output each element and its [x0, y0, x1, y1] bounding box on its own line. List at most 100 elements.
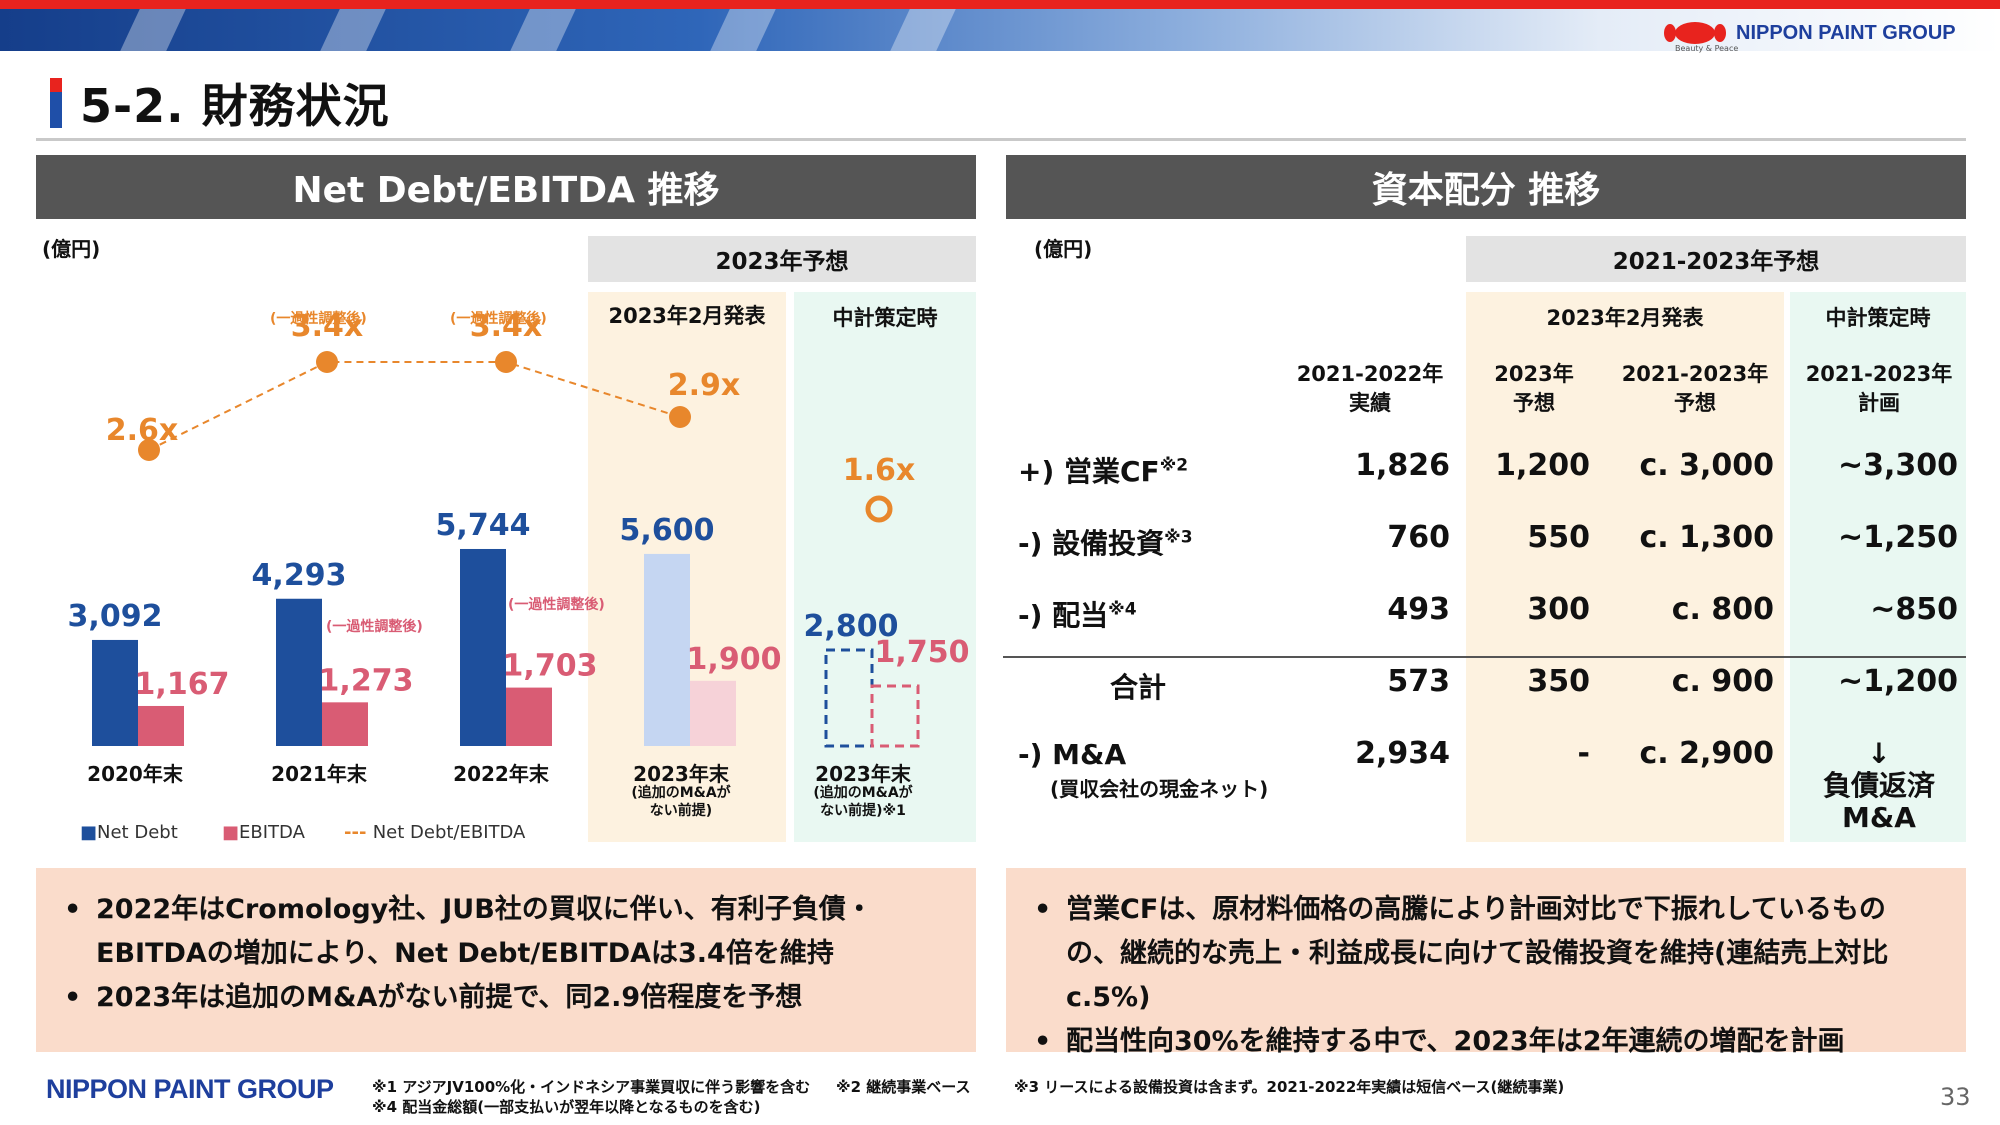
cat-label-2021: 2021年末: [271, 762, 367, 786]
left-forecast-header: 2023年予想: [588, 236, 976, 282]
row-label-dividend: -) 配当※4: [1018, 599, 1137, 632]
right-bullet-2: 配当性向30%を維持する中で、2023年は2年連続の増配を計画: [1034, 1020, 1938, 1064]
ratio-label: 3.4x: [291, 309, 364, 344]
ratio-marker: [495, 351, 517, 373]
cat-label-2023-feb: 2023年末: [633, 762, 729, 786]
ratio-marker: [865, 495, 893, 523]
net-debt-label: 3,092: [68, 599, 163, 634]
ratio-label: 3.4x: [470, 309, 543, 344]
left-bullets: 2022年はCromology社、JUB社の買収に伴い、有利子負債・EBITDA…: [36, 868, 976, 1052]
legend-net-debt: ■Net Debt: [80, 822, 178, 843]
right-col-plan: 中計策定時: [1825, 306, 1931, 330]
right-panel-header: 資本配分 推移: [1006, 155, 1966, 219]
net-debt-chart: 3,092 4,293 5,744 5,600 2,800 1,167 1,273 1,703…: [68, 309, 970, 748]
net-debt-bar: [276, 598, 322, 746]
table-cell: ~850: [1870, 592, 1958, 627]
net-debt-bar: [92, 639, 138, 746]
table-cell: ~1,250: [1837, 520, 1958, 555]
table-cell: c. 3,000: [1639, 448, 1774, 483]
right-feb-column-bg: [1466, 292, 1784, 842]
table-cell: 2,934: [1355, 736, 1450, 771]
left-bullet-2: 2023年は追加のM&Aがない前提で、同2.9倍程度を予想: [64, 976, 948, 1020]
footnote-2: ※2 継続事業ベース: [836, 1078, 971, 1096]
adj-note-ebitda-2022: (一過性調整後): [508, 597, 605, 613]
ratio-label: 2.9x: [668, 368, 741, 403]
ebitda-label: 1,900: [687, 642, 782, 677]
net-debt-bar: [460, 548, 506, 746]
legend-ebitda: ■EBITDA: [222, 822, 305, 843]
right-bullets: 営業CFは、原材料価格の高騰により計画対比で下振れしているものの、継続的な売上・…: [1006, 868, 1966, 1057]
row-label-capex: -) 設備投資※3: [1018, 527, 1193, 560]
brand-logo: NIPPON PAINT GROUP: [1660, 18, 1956, 48]
table-cell: c. 2,900: [1639, 736, 1774, 771]
row-label-ma: -) M&A: [1018, 738, 1127, 771]
table-cell: 1,826: [1355, 448, 1450, 483]
table-cell: 550: [1527, 520, 1590, 555]
footnote-3: ※3 リースによる設備投資は含まず。2021-2022年実績は短信ベース(継続事…: [1014, 1078, 1565, 1096]
brand-tagline: Beauty & Peace: [1675, 44, 1739, 53]
table-cell: 300: [1527, 592, 1590, 627]
footnote-4: ※4 配当金総額(一部支払いが翌年以降となるものを含む): [372, 1098, 761, 1116]
ebitda-label: 1,273: [319, 663, 414, 698]
table-cell: 493: [1387, 592, 1450, 627]
cat-label-2020: 2020年末: [87, 762, 183, 786]
ma-plan-cell: ↓ 負債返済 M&A: [1796, 738, 1962, 834]
cat-label-2022: 2022年末: [453, 762, 549, 786]
net-debt-label: 2,800: [804, 609, 899, 644]
top-red-bar: [0, 0, 2000, 9]
adj-note-ebitda-2021: (一過性調整後): [326, 619, 423, 635]
right-unit: (億円): [1034, 237, 1093, 261]
footnote-1: ※1 アジアJV100%化・インドネシア事業買収に伴う影響を含む: [372, 1078, 811, 1096]
ratio-line: [148, 361, 681, 451]
table-cell: c. 800: [1671, 592, 1774, 627]
ebitda-label: 1,703: [503, 649, 598, 684]
adj-note-ratio-2022: (一過性調整後): [450, 311, 547, 327]
left-unit: (億円): [42, 237, 101, 261]
col-header-plan: 2021-2023年 計画: [1805, 362, 1953, 415]
col-header-actual: 2021-2022年 実績: [1296, 362, 1444, 415]
ebitda-bar: [322, 702, 368, 746]
table-cell: ~3,300: [1837, 448, 1958, 483]
table-cell: 1,200: [1495, 448, 1590, 483]
left-col-plan: 中計策定時: [832, 306, 938, 330]
ratio-marker: [316, 351, 338, 373]
footer-logo: NIPPON PAINT GROUP: [46, 1074, 334, 1104]
cat-label-2023-plan: 2023年末: [815, 762, 911, 786]
cat-note-2023-feb: (追加のM&Aがない前提): [631, 785, 731, 819]
logo-mark-icon: [1664, 22, 1726, 44]
ratio-label: 1.6x: [843, 453, 916, 488]
total-divider: [1003, 656, 1966, 658]
table-cell: c. 1,300: [1639, 520, 1774, 555]
table-cell: c. 900: [1671, 664, 1774, 699]
page-title: 5-2. 財務状況: [80, 79, 390, 133]
left-bullet-1: 2022年はCromology社、JUB社の買収に伴い、有利子負債・EBITDA…: [64, 888, 948, 976]
row-label-operating-cf: +) 営業CF※2: [1018, 455, 1189, 488]
ebitda-label: 1,167: [135, 667, 230, 702]
net-debt-label: 5,600: [620, 513, 715, 548]
ratio-label: 2.6x: [106, 413, 179, 448]
right-col-feb: 2023年2月発表: [1546, 306, 1704, 330]
row-label-total: 合計: [1110, 671, 1167, 704]
table-cell: -: [1577, 736, 1590, 771]
left-col-feb: 2023年2月発表: [608, 304, 766, 328]
ebitda-bar: [506, 687, 552, 746]
ebitda-bar: [138, 705, 184, 746]
table-cell: 573: [1387, 664, 1450, 699]
col-header-2023: 2023年 予想: [1494, 362, 1574, 415]
table-cell: ~1,200: [1837, 664, 1958, 699]
plan-column-bg: [794, 292, 976, 842]
ebitda-bar: [870, 684, 920, 748]
row-note-ma: (買収会社の現金ネット): [1050, 777, 1269, 801]
net-debt-bar: [644, 553, 690, 746]
table-cell: 760: [1387, 520, 1450, 555]
left-panel-header: Net Debt/EBITDA 推移: [36, 155, 976, 219]
col-header-2021-2023-forecast: 2021-2023年 予想: [1621, 362, 1769, 415]
net-debt-label: 4,293: [252, 558, 347, 593]
ebitda-label: 1,750: [875, 635, 970, 670]
cat-note-2023-plan: (追加のM&Aがない前提)※1: [813, 785, 913, 819]
adj-note-ratio-2021: (一過性調整後): [270, 311, 367, 327]
page-number: 33: [1940, 1083, 1971, 1111]
down-arrow-icon: ↓: [1867, 737, 1891, 770]
ebitda-bar: [690, 680, 736, 746]
net-debt-label: 5,744: [436, 508, 531, 543]
